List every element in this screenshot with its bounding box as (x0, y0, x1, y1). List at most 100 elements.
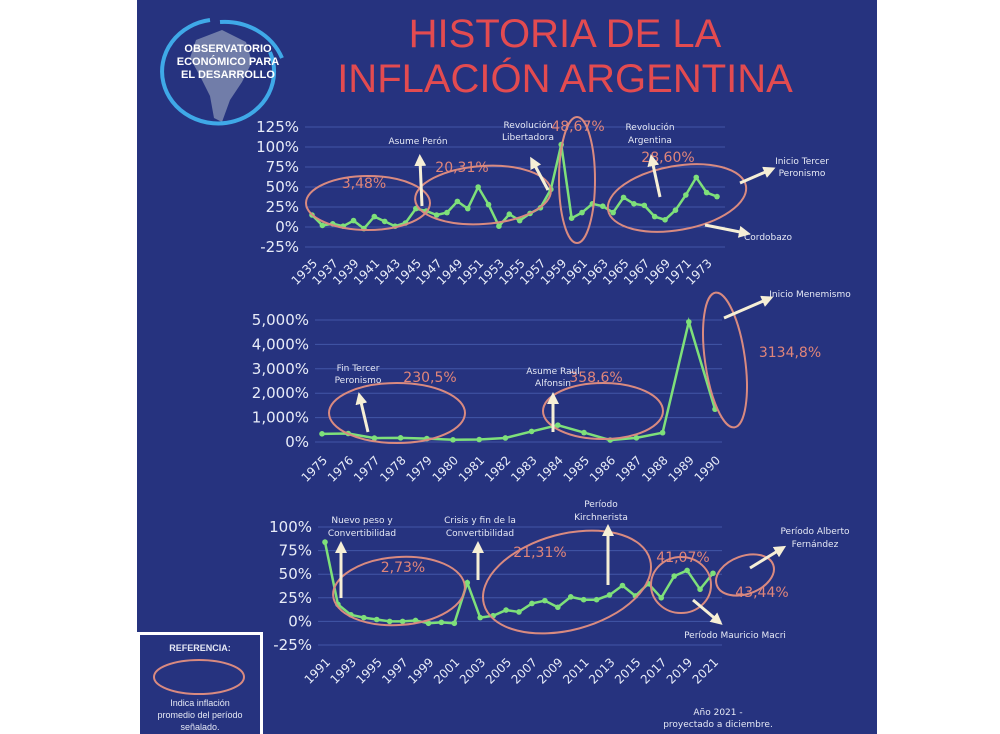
chart-1-overlays: 3,48% 20,31% 48,67% 28,60% Asume Perón R… (305, 116, 829, 244)
logo-text: ECONÓMICO PARA (177, 55, 280, 68)
y-tick-label: 0% (288, 612, 312, 630)
data-point (579, 209, 585, 216)
data-point (451, 620, 458, 627)
arrow-icon (530, 156, 550, 191)
series-line (321, 317, 717, 442)
y-tick-label: 25% (279, 589, 312, 607)
period-average-label: 358,6% (569, 370, 622, 386)
data-point (502, 435, 509, 441)
data-point (686, 319, 692, 325)
period-average-label: 3134,8% (759, 345, 821, 361)
annotation: Cordobazo (744, 233, 793, 243)
data-point (476, 436, 483, 443)
south-america-icon (190, 30, 252, 122)
data-point (714, 193, 720, 200)
chart-2-overlays: 230,5% 358,6% 3134,8% Fin Tercer Peronis… (328, 290, 851, 444)
legend-box (137, 632, 263, 734)
y-tick-label: 2,000% (252, 384, 309, 402)
y-tick-label: 100% (256, 138, 299, 156)
data-point (361, 614, 367, 621)
data-point (477, 614, 484, 621)
data-point (568, 215, 575, 221)
data-point (567, 594, 574, 600)
data-point (581, 429, 587, 436)
period-ellipse (715, 553, 775, 597)
data-point (606, 592, 613, 598)
arrow-icon (704, 223, 751, 238)
period-ellipse (702, 291, 748, 429)
logo-text: OBSERVATORIO (184, 43, 272, 55)
data-point (620, 194, 627, 201)
annotation: Período (584, 500, 618, 510)
annotation: Fernández (792, 540, 839, 550)
data-point (619, 582, 626, 589)
period-average-label: 28,60% (641, 150, 694, 166)
period-average-label: 2,73% (381, 560, 425, 576)
y-tick-label: -25% (260, 238, 299, 256)
data-point (412, 617, 419, 624)
data-point (506, 211, 513, 217)
data-point (633, 435, 640, 441)
data-point (399, 618, 406, 625)
data-point (516, 609, 522, 615)
y-tick-label: 3,000% (252, 360, 309, 378)
data-point (651, 213, 658, 220)
annotation: Peronismo (779, 169, 826, 179)
legend: REFERENCIA: Indica inflación promedio de… (137, 632, 263, 734)
data-point (641, 202, 648, 209)
annotation: Revolución (503, 120, 552, 131)
annotation: Revolución (625, 122, 674, 133)
data-point (322, 539, 328, 545)
y-tick-label: 4,000% (252, 335, 309, 353)
period-ellipse (606, 163, 748, 233)
data-point (450, 437, 456, 443)
data-point (671, 573, 677, 579)
data-point (555, 604, 561, 611)
period-average-label: 43,44% (735, 585, 788, 601)
annotation: Fin Tercer (337, 364, 380, 374)
legend-text: promedio del período (157, 710, 242, 720)
annotation: Convertibilidad (328, 529, 396, 539)
arrow-icon (749, 545, 787, 570)
data-point (438, 619, 445, 626)
period-ellipse (558, 116, 596, 244)
data-point (684, 567, 690, 574)
data-point (386, 618, 393, 625)
period-ellipse (328, 382, 466, 444)
y-tick-label: 5,000% (252, 311, 309, 329)
data-point (373, 616, 380, 623)
data-point (703, 189, 710, 196)
y-tick-label: 75% (279, 542, 312, 560)
data-point (485, 201, 492, 208)
data-point (371, 435, 378, 441)
footnote: Año 2021 - (693, 708, 742, 718)
arrow-icon (355, 392, 370, 433)
annotation: Inicio Tercer (775, 157, 829, 167)
arrow-icon (414, 154, 427, 207)
chart-3-overlays: 2,73% 21,31% 41,07% 43,44% Nuevo peso y … (328, 500, 850, 730)
data-point (697, 586, 703, 593)
data-point (397, 435, 404, 441)
data-point (710, 570, 716, 577)
data-point (503, 607, 509, 613)
data-point (528, 428, 535, 435)
y-tick-label: 1,000% (252, 409, 309, 427)
y-tick-label: 50% (279, 565, 312, 583)
data-point (529, 600, 535, 607)
data-point (542, 597, 548, 604)
y-tick-label: 25% (266, 198, 299, 216)
period-average-label: 21,31% (513, 545, 566, 561)
chart-1: 125%100%75%50%25%0%-25%19351937193919411… (256, 118, 725, 288)
data-point (610, 209, 616, 216)
annotation: Asume Perón (388, 136, 447, 147)
period-ellipse (542, 382, 664, 440)
arrow-icon (647, 154, 662, 198)
data-point (516, 217, 523, 224)
arrow-icon (692, 598, 723, 625)
logo-ring-icon (160, 18, 284, 126)
legend-text: señalado. (180, 722, 219, 732)
page-title: INFLACIÓN ARGENTINA (337, 56, 793, 101)
y-tick-label: 100% (269, 518, 312, 536)
annotation: Inicio Menemismo (769, 290, 851, 300)
legend-text: Indica inflación (170, 698, 230, 708)
